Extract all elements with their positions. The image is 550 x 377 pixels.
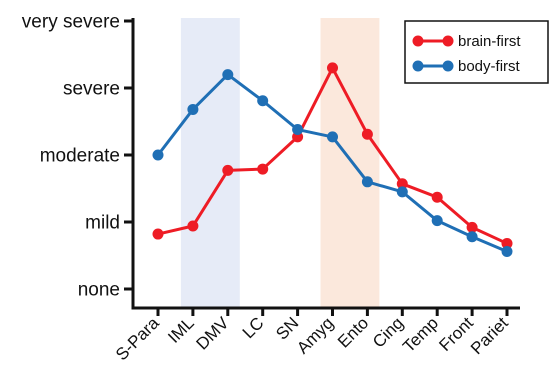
x-tick-label-3: LC xyxy=(239,313,268,342)
y-tick-label-1: mild xyxy=(85,213,120,234)
data-point-brain-first-2 xyxy=(222,164,234,176)
y-tick-label-2: moderate xyxy=(40,146,120,167)
x-tick-label-0: S-Para xyxy=(112,313,163,364)
data-point-brain-first-9 xyxy=(466,221,478,233)
data-point-brain-first-3 xyxy=(257,163,269,175)
x-tick-label-6: Ento xyxy=(334,313,372,351)
highlight-band-1 xyxy=(320,18,380,308)
data-point-brain-first-7 xyxy=(396,178,408,190)
data-point-body-first-10 xyxy=(501,245,513,257)
x-tick-label-5: Amyg xyxy=(293,313,337,357)
data-point-brain-first-0 xyxy=(152,228,164,240)
legend-label-body-first: body-first xyxy=(458,58,521,75)
y-tick-label-4: very severe xyxy=(22,12,120,33)
data-point-body-first-9 xyxy=(466,231,478,243)
data-point-brain-first-8 xyxy=(431,191,443,203)
x-tick-label-2: DMV xyxy=(192,313,233,354)
legend-marker-brain-first-a xyxy=(412,35,424,47)
data-point-body-first-5 xyxy=(327,131,338,143)
x-tick-label-10: Pariet xyxy=(467,313,512,358)
x-tick-label-8: Temp xyxy=(399,313,442,356)
y-tick-label-3: severe xyxy=(63,79,120,100)
legend-marker-body-first-a xyxy=(412,60,424,72)
data-point-body-first-7 xyxy=(396,186,408,198)
data-point-body-first-8 xyxy=(431,215,443,227)
x-tick-label-1: IML xyxy=(164,313,197,346)
data-point-body-first-1 xyxy=(187,103,199,115)
legend-box xyxy=(404,20,549,84)
data-point-brain-first-6 xyxy=(361,128,373,140)
data-point-brain-first-5 xyxy=(327,62,338,74)
data-point-body-first-2 xyxy=(222,69,234,81)
legend-label-brain-first: brain-first xyxy=(458,33,521,50)
data-point-brain-first-10 xyxy=(501,237,513,249)
data-point-body-first-6 xyxy=(361,176,373,188)
legend-marker-body-first-b xyxy=(442,60,454,72)
highlight-band-0 xyxy=(180,18,240,308)
data-point-brain-first-1 xyxy=(187,220,199,232)
data-point-body-first-0 xyxy=(152,149,164,161)
legend-marker-brain-first-b xyxy=(442,35,454,47)
data-point-body-first-3 xyxy=(257,95,269,107)
data-point-body-first-4 xyxy=(292,124,304,136)
y-tick-label-0: none xyxy=(78,280,120,301)
